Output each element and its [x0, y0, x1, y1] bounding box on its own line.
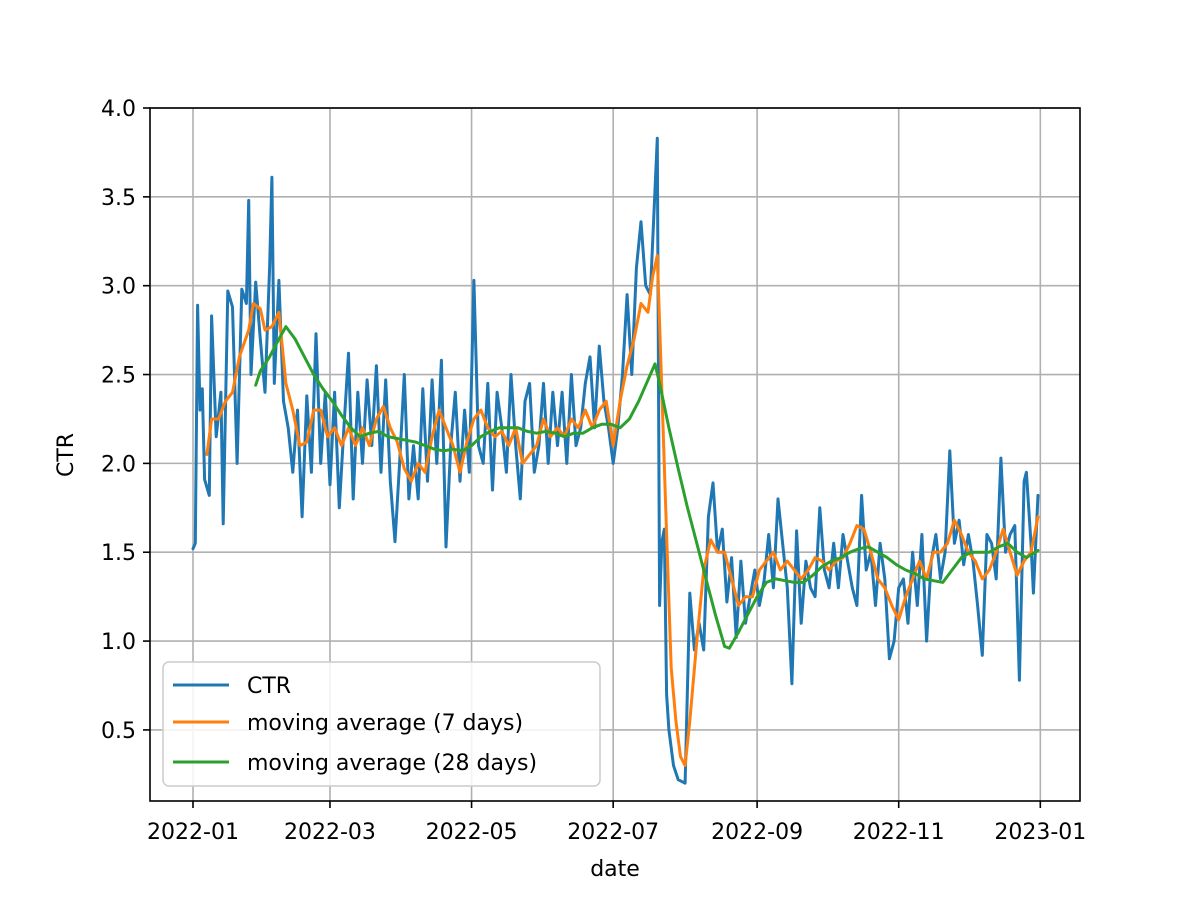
y-tick-label: 1.0 — [101, 630, 136, 655]
moving-average-7-days-line — [205, 254, 1040, 767]
legend-label-ctr: CTR — [247, 674, 291, 699]
y-tick-label: 0.5 — [101, 719, 136, 744]
legend-label-ma28: moving average (28 days) — [247, 751, 537, 776]
y-tick-label: 1.5 — [101, 541, 136, 566]
ctr-series-line — [191, 136, 1040, 785]
legend: CTR moving average (7 days) moving avera… — [162, 661, 601, 787]
x-tick-label: 2022-09 — [711, 820, 803, 845]
y-axis-label: CTR — [54, 433, 79, 477]
legend-label-ma7: moving average (7 days) — [247, 711, 523, 736]
x-tick-label: 2022-11 — [853, 820, 945, 845]
y-tick-label: 2.0 — [101, 452, 136, 477]
y-tick-label: 3.5 — [101, 186, 136, 211]
x-tick-label: 2022-07 — [567, 820, 659, 845]
legend-box — [162, 661, 601, 787]
x-axis-label: date — [590, 857, 640, 882]
y-tick-label: 4.0 — [101, 97, 136, 122]
plot-frame — [149, 107, 1081, 802]
x-tick-label: 2022-03 — [284, 820, 376, 845]
y-tick-label: 2.5 — [101, 364, 136, 389]
x-tick-label: 2023-01 — [994, 820, 1086, 845]
x-tick-label: 2022-01 — [147, 820, 239, 845]
x-tick-label: 2022-05 — [426, 820, 518, 845]
moving-average-28-days-line — [254, 325, 1040, 650]
y-tick-label: 3.0 — [101, 275, 136, 300]
